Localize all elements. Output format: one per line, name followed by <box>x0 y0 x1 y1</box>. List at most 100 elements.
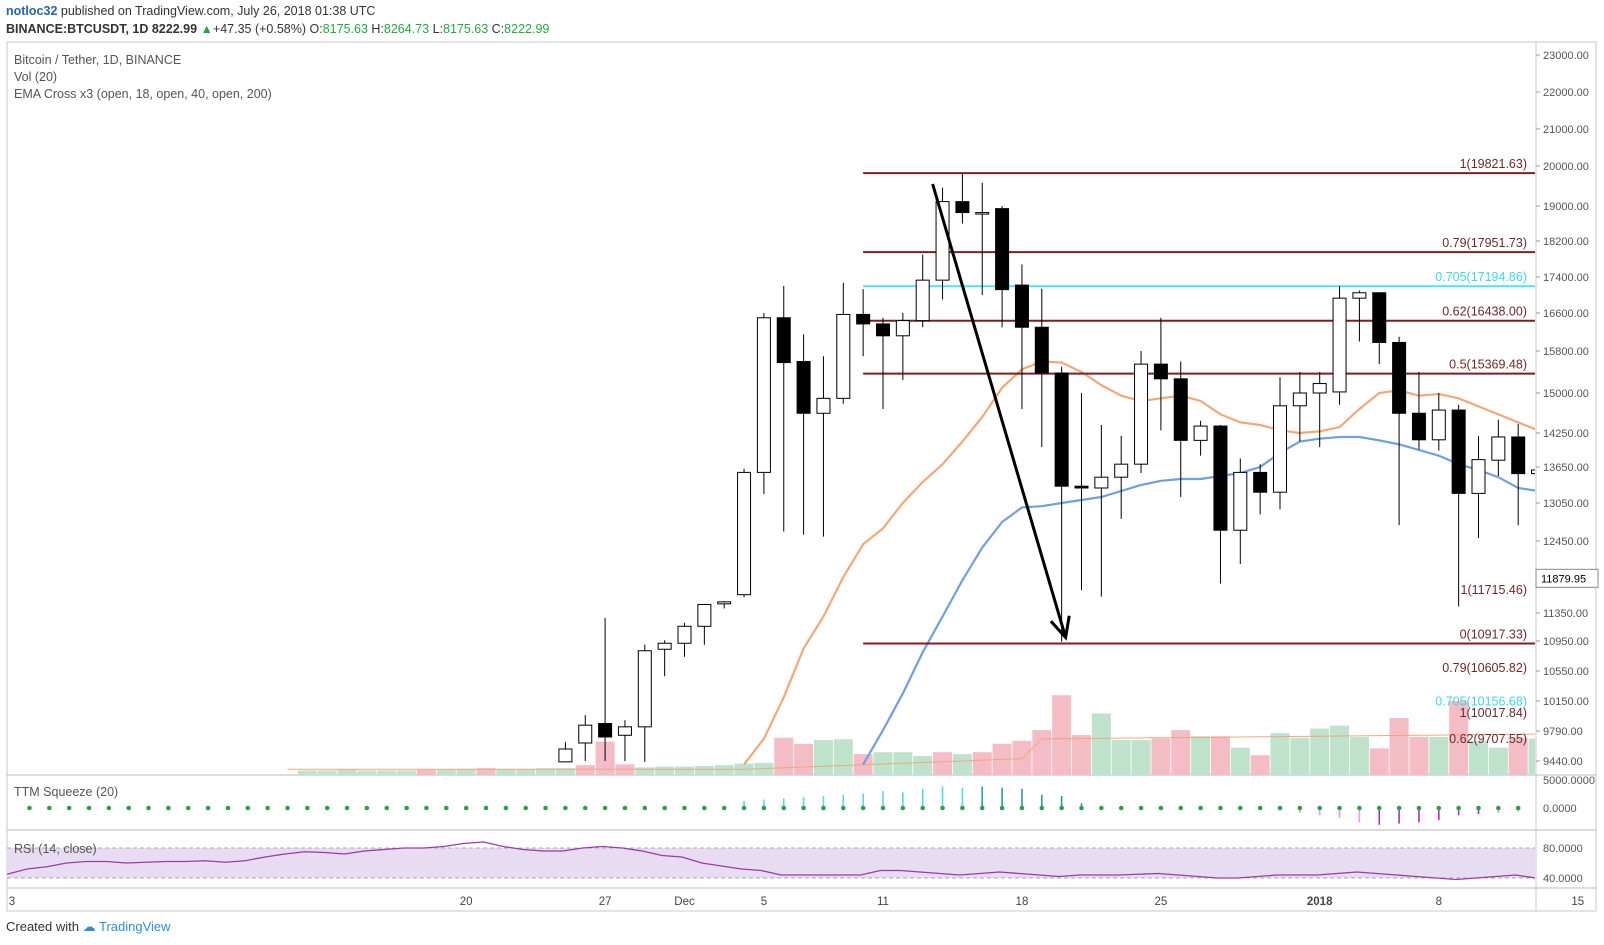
volume-bar <box>913 756 933 775</box>
y-tick-label: 13650.00 <box>1543 462 1589 474</box>
candle-down <box>1253 471 1268 493</box>
squeeze-dot <box>821 805 826 811</box>
candle-down <box>1074 485 1089 489</box>
candle-up <box>717 601 732 605</box>
squeeze-dot <box>1476 805 1481 811</box>
squeeze-dot <box>106 805 112 811</box>
volume-bar <box>1012 740 1032 775</box>
candle-down <box>1411 412 1426 441</box>
squeeze-dot <box>1218 805 1223 811</box>
created-with-label: Created with <box>6 919 79 934</box>
volume-bar <box>1131 740 1151 775</box>
candle-down <box>1392 341 1407 414</box>
y-tick-label: 11350.00 <box>1543 608 1588 620</box>
volume-bar <box>516 768 536 775</box>
candle-down <box>598 723 613 738</box>
volume-bar <box>1409 737 1429 775</box>
price-tag-box <box>1535 568 1599 588</box>
y-tick-label: 21000.00 <box>1543 124 1589 136</box>
volume-bar <box>1171 730 1191 775</box>
candle-up <box>1273 405 1287 493</box>
squeeze-dot <box>324 805 330 811</box>
volume-bar <box>1568 610 1587 775</box>
volume-bar <box>1449 700 1469 775</box>
fib-level-label: 1(11715.46) <box>1461 583 1528 597</box>
squeeze-dot <box>66 805 72 811</box>
candle-up <box>1233 471 1248 531</box>
fib-level-label: 1(10017.84) <box>1460 706 1527 720</box>
trend-arrow-line <box>931 183 1068 638</box>
squeeze-dot <box>721 805 727 811</box>
tradingview-brand[interactable]: TradingView <box>99 919 171 934</box>
squeeze-dot <box>27 805 32 811</box>
squeeze-dot <box>1079 805 1084 811</box>
candle-down <box>1153 363 1168 380</box>
volume-bar <box>1528 738 1535 775</box>
y-tick-label: 23000.00 <box>1543 50 1589 62</box>
candle-down <box>955 201 970 214</box>
squeeze-dot <box>860 805 866 811</box>
x-tick-label: 18 <box>1016 896 1029 908</box>
squeeze-dot <box>682 805 687 811</box>
candle-up <box>697 603 712 627</box>
y-tick-label: 10950.00 <box>1543 636 1589 648</box>
candle-up <box>1491 436 1506 461</box>
low-value: 8175.63 <box>443 22 489 36</box>
high-label: H: <box>371 22 384 36</box>
low-label: L: <box>432 22 443 36</box>
candle-down <box>1054 372 1069 487</box>
squeeze-dot <box>1257 805 1263 811</box>
open-label: O: <box>309 22 323 36</box>
squeeze-pane <box>27 786 1521 825</box>
last-price: 8222.99 <box>151 22 198 36</box>
candle-up <box>1312 383 1327 394</box>
volume-bar <box>972 752 992 775</box>
candle-up <box>816 397 831 414</box>
squeeze-dot <box>1297 805 1303 811</box>
volume-bar <box>1091 713 1111 775</box>
squeeze-dot <box>1357 805 1362 811</box>
squeeze-dot <box>1019 805 1025 811</box>
squeeze-dot <box>543 805 548 811</box>
squeeze-dot <box>841 805 846 811</box>
volume-bar <box>1508 737 1528 775</box>
squeeze-dot <box>563 805 568 811</box>
candle-up <box>756 317 771 473</box>
y-tick-label: 9790.00 <box>1543 726 1583 738</box>
volume-bar <box>952 754 972 775</box>
candle-up <box>1292 392 1307 407</box>
rsi-band <box>7 848 1535 878</box>
squeeze-dot <box>1158 805 1164 811</box>
squeeze-dot <box>960 805 965 811</box>
y-tick-label: 16600.00 <box>1543 308 1589 320</box>
candle-up <box>677 625 692 644</box>
x-tick-label: 8 <box>1436 896 1442 908</box>
candle-down <box>1372 292 1387 343</box>
fib-level-label: 0(10917.33) <box>1460 627 1527 641</box>
volume-bar <box>1032 730 1052 775</box>
volume-bar <box>1469 740 1488 775</box>
y-tick-label: 15800.00 <box>1543 346 1589 358</box>
squeeze-dot <box>900 805 906 811</box>
squeeze-dot <box>384 805 390 811</box>
author-name[interactable]: notloc32 <box>6 4 58 18</box>
squeeze-dot <box>424 805 429 811</box>
volume-bar <box>635 767 655 775</box>
y-tick-label: 12450.00 <box>1543 536 1589 548</box>
volume-bar <box>933 752 953 775</box>
volume-bar <box>1429 737 1449 775</box>
squeeze-dot <box>245 805 251 811</box>
y-tick-label: 15000.00 <box>1543 388 1589 400</box>
squeeze-dot <box>1238 805 1243 811</box>
ohlc-header: BINANCE:BTCUSDT, 1D 8222.99 ▲+47.35 (+0.… <box>6 22 549 36</box>
chart-frame <box>6 41 1597 912</box>
candle-up <box>1531 469 1535 475</box>
volume-bar <box>337 769 357 775</box>
volume-bar <box>794 743 814 775</box>
change-up-icon: ▲ <box>200 22 213 36</box>
y-tick-label: 19000.00 <box>1543 201 1589 213</box>
candle-up <box>1094 476 1109 489</box>
volume-bar <box>1111 740 1131 775</box>
publish-header: notloc32 published on TradingView.com, J… <box>6 4 375 18</box>
